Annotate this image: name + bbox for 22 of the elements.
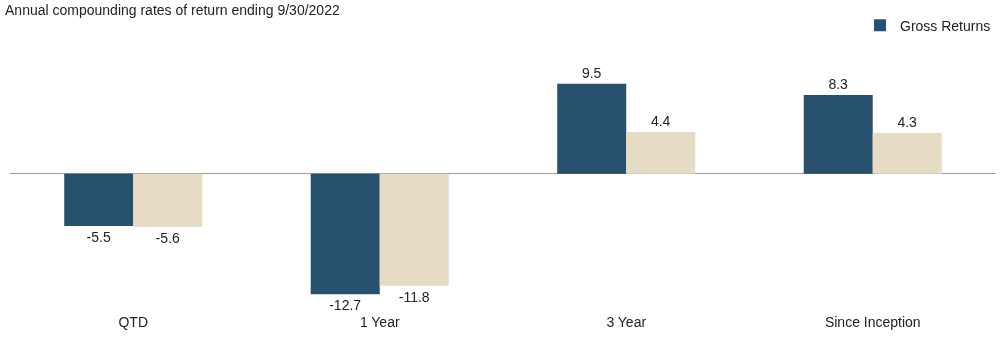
bar: [310, 173, 380, 295]
data-label: 9.5: [581, 64, 602, 81]
data-label: -11.8: [398, 288, 430, 305]
data-label: -5.5: [86, 229, 111, 245]
bar: [626, 132, 696, 174]
bar: [872, 133, 942, 174]
data-label: 8.3: [828, 76, 849, 93]
bar: [803, 95, 873, 174]
data-label: -12.7: [329, 297, 362, 314]
data-label: 4.3: [897, 114, 918, 131]
bar: [64, 173, 134, 226]
chart-title: Annual compounding rates of return ending 9/30/2022: [5, 1, 340, 18]
x-tick-label: 1 Year: [359, 314, 400, 330]
bar: [379, 173, 449, 286]
data-label: 4.4: [650, 113, 671, 130]
bar: [133, 173, 203, 227]
x-tick-label: Since Inception: [824, 314, 921, 330]
bar: [557, 83, 627, 174]
x-tick-label: 3 Year: [606, 314, 647, 330]
data-label: -5.6: [155, 229, 180, 246]
legend-label: Gross Returns: [900, 17, 991, 34]
x-tick-label: QTD: [118, 314, 149, 330]
